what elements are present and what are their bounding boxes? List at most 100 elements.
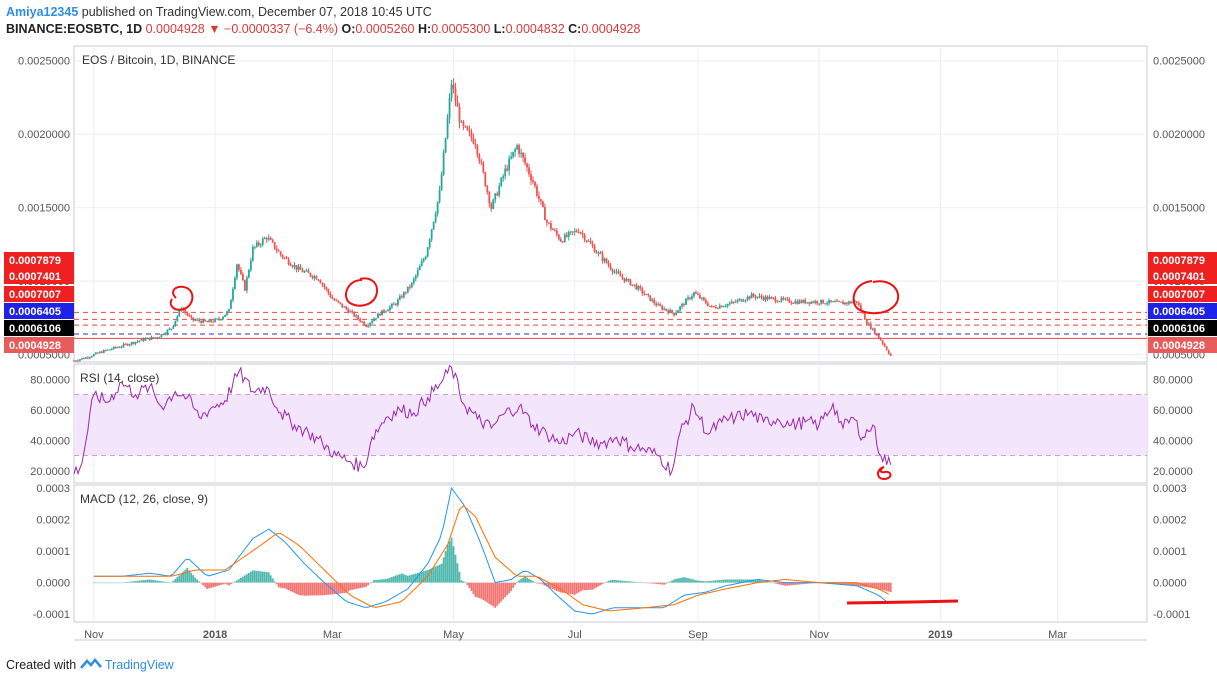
candle-body [259, 244, 262, 246]
candle-body [470, 131, 473, 138]
candle-body [466, 126, 469, 131]
candle-body [788, 298, 791, 303]
macd-histogram-bar [110, 582, 113, 584]
candle-body [281, 254, 284, 258]
macd-histogram-bar [273, 581, 276, 583]
circle-annotation-2 [345, 277, 378, 307]
rsi-band [74, 394, 1147, 456]
macd-histogram-bar [265, 572, 268, 583]
macd-histogram-bar [585, 582, 588, 591]
candle-body [321, 283, 324, 285]
candle-body [383, 310, 385, 313]
macd-histogram-bar [198, 581, 201, 583]
candle-body [671, 310, 673, 313]
macd-histogram-bar [538, 582, 540, 584]
candle-body [532, 180, 534, 183]
macd-histogram-bar [605, 581, 608, 583]
macd-histogram-bar [307, 582, 310, 596]
candle-body [575, 230, 578, 232]
candle-body [691, 296, 693, 299]
macd-histogram-bar [228, 582, 230, 586]
macd-histogram-bar [102, 582, 105, 584]
macd-histogram-bar [704, 581, 707, 583]
macd-histogram-bar [724, 579, 727, 583]
candle-body [603, 258, 606, 261]
candle-body [337, 300, 340, 303]
macd-histogram-bar [726, 579, 729, 583]
candle-body [416, 270, 419, 276]
macd-histogram-bar [887, 582, 890, 592]
candle-body [587, 240, 590, 242]
candle-body [98, 351, 101, 354]
candle-body [168, 328, 171, 330]
macd-histogram-bar [738, 579, 741, 583]
y-tick-left: 0.0025000 [18, 56, 70, 68]
candle-body [75, 360, 77, 362]
macd-histogram-bar [303, 582, 306, 596]
candle-body [720, 305, 723, 308]
macd-histogram-bar [287, 582, 290, 591]
tradingview-brand[interactable]: TradingView [104, 658, 174, 672]
macd-histogram-bar [267, 572, 270, 583]
candle-body [571, 231, 574, 233]
candle-body [822, 299, 825, 304]
candle-body [92, 354, 95, 357]
macd-histogram-bar [587, 582, 590, 590]
candle-body [567, 232, 570, 237]
candle-body [134, 341, 137, 344]
macd-histogram-bar [520, 579, 522, 583]
candle-body [605, 258, 608, 264]
candle-body [220, 319, 222, 321]
macd-histogram-bar [160, 581, 163, 583]
macd-histogram-bar [532, 581, 534, 583]
macd-histogram-bar [363, 582, 366, 588]
macd-histogram-bar [782, 582, 785, 586]
macd-histogram-bar [657, 582, 660, 585]
candle-body [836, 300, 838, 302]
x-tick-label: Mar [1048, 629, 1067, 641]
macd-histogram-bar [114, 582, 117, 584]
candle-body [844, 302, 846, 305]
macd-histogram-bar [671, 580, 673, 583]
macd-histogram-bar [156, 580, 159, 583]
macd-line [93, 486, 890, 615]
macd-histogram-bar [128, 581, 131, 583]
macd-histogram-bar [106, 582, 109, 584]
macd-histogram-bar [855, 582, 858, 586]
macd-histogram-bar [398, 574, 401, 583]
macd-histogram-bar [720, 579, 723, 583]
candle-body [204, 319, 207, 322]
macd-histogram-bar [599, 582, 602, 586]
macd-histogram-bar [798, 582, 801, 585]
candle-body [581, 233, 584, 235]
macd-histogram-bar [490, 582, 493, 606]
candle-body [736, 300, 739, 302]
candle-body [816, 301, 819, 304]
candle-body [333, 298, 336, 301]
candle-body [546, 220, 548, 223]
candle-body [94, 352, 97, 355]
candle-body [355, 315, 358, 317]
rsi-tick-left: 80.0000 [30, 374, 70, 386]
candle-body [395, 303, 397, 305]
candle-body [222, 316, 224, 320]
candle-body [245, 277, 248, 291]
candle-body [510, 156, 513, 159]
x-tick-label: May [443, 629, 464, 641]
macd-histogram-bar [685, 577, 687, 583]
candle-body [73, 360, 75, 362]
macd-histogram-bar [579, 582, 582, 592]
candle-body [561, 241, 564, 243]
candle-body [85, 357, 87, 359]
macd-histogram-bar [275, 582, 278, 585]
candle-body [422, 259, 425, 262]
macd-histogram-bar [639, 582, 642, 583]
author-link[interactable]: Amiya12345 [6, 5, 79, 19]
macd-histogram-bar [253, 570, 256, 583]
macd-histogram-bar [452, 546, 455, 583]
macd-histogram-bar [251, 570, 254, 583]
low-value: 0.0004832 [505, 22, 565, 36]
candle-body [615, 271, 618, 273]
last-price: 0.0004928 [145, 22, 205, 36]
